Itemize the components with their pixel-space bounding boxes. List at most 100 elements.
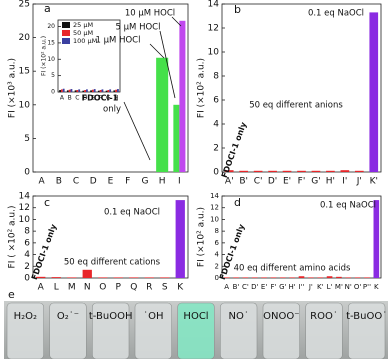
- plot-frame: [57, 19, 121, 93]
- bar: [51, 277, 61, 278]
- y-tick-label: 25: [19, 0, 30, 10]
- bar: [340, 170, 350, 172]
- x-tick-label: O: [99, 283, 106, 293]
- bar: [74, 90, 77, 92]
- x-tick-label: B': [239, 177, 248, 187]
- x-tick-label: G': [279, 283, 286, 291]
- bar: [270, 277, 277, 278]
- x-tick-label: O': [354, 283, 362, 291]
- x-tick-label: D': [268, 177, 277, 187]
- bar: [91, 89, 94, 92]
- y-tick-label: 8: [213, 72, 219, 82]
- x-tick-label: H: [114, 95, 119, 102]
- legend-swatch: [62, 22, 70, 28]
- sample-label: t-BuOO˙: [346, 311, 387, 322]
- vial: [177, 302, 215, 359]
- x-tick-label: N': [345, 283, 352, 291]
- bar: [68, 89, 71, 92]
- legend-label: 50 μM: [73, 29, 93, 37]
- bar: [117, 89, 119, 92]
- bar: [160, 277, 170, 278]
- sample-label: H₂O₂: [14, 311, 37, 322]
- annotation: 50 eq different cations: [64, 258, 161, 268]
- x-tick-label: Q: [130, 283, 137, 293]
- bar: [311, 170, 321, 172]
- legend-label: 100 μM: [73, 37, 97, 45]
- x-tick-label: L': [327, 283, 333, 291]
- y-axis-label: FI (×10³ a.u.): [8, 58, 18, 118]
- bar: [326, 170, 335, 172]
- x-tick-label: J': [308, 283, 313, 291]
- bar: [36, 276, 46, 278]
- x-tick-label: G: [141, 177, 148, 187]
- x-tick-label: B: [56, 177, 62, 187]
- y-tick-label: 12: [210, 204, 219, 212]
- y-tick-label: 5: [51, 72, 55, 79]
- vial: [305, 302, 343, 359]
- bar: [317, 277, 324, 278]
- x-tick-label: D: [90, 177, 97, 187]
- annotation: 0.1 eq NaOCl: [104, 208, 160, 218]
- legend-swatch: [62, 30, 70, 36]
- x-tick-label: D: [83, 95, 88, 102]
- y-tick-label: 4: [215, 251, 220, 259]
- x-tick-label: P'': [363, 283, 371, 291]
- y-tick-label: 20: [47, 23, 55, 30]
- x-tick-label: F': [270, 283, 276, 291]
- x-tick-label: F': [298, 177, 306, 187]
- bar: [156, 57, 169, 173]
- y-tick-label: 0: [24, 168, 30, 178]
- legend-swatch: [62, 38, 70, 44]
- x-tick-label: K: [177, 283, 184, 293]
- x-tick-label: I: [178, 177, 181, 187]
- y-axis-label: FI (×10² a.u.): [41, 36, 48, 76]
- bar: [93, 89, 96, 92]
- y-tick-label: 2: [213, 144, 219, 154]
- y-tick-label: 15: [47, 39, 55, 46]
- y-axis-label: FI ( ×10² a.u.): [8, 206, 18, 269]
- x-tick-label: E: [91, 95, 95, 102]
- x-tick-label: A: [224, 283, 229, 291]
- x-tick-label: S: [162, 283, 168, 293]
- x-tick-label: E': [261, 283, 267, 291]
- y-tick-label: 20: [19, 33, 31, 43]
- x-tick-label: R: [146, 283, 152, 293]
- bar: [251, 277, 258, 278]
- annotation: only: [103, 105, 121, 115]
- x-tick-label: H': [289, 283, 296, 291]
- annotation: 5 μM HOCl: [116, 23, 161, 33]
- x-tick-label: D': [251, 283, 258, 291]
- y-tick-label: 0: [213, 168, 219, 178]
- bar: [345, 277, 352, 278]
- plot-frame: [32, 195, 189, 279]
- vial: [6, 302, 44, 359]
- bar: [62, 88, 65, 92]
- bar: [76, 90, 79, 92]
- x-tick-label: K': [370, 177, 378, 187]
- y-tick-label: 6: [213, 96, 219, 106]
- bar: [224, 170, 234, 172]
- y-tick-label: 10: [47, 56, 55, 63]
- bar: [298, 276, 305, 278]
- bar: [109, 89, 112, 92]
- bar: [98, 277, 108, 278]
- y-tick-label: 2: [215, 262, 219, 270]
- sample-label: t-BuOOH: [89, 311, 133, 322]
- bar: [175, 200, 185, 278]
- x-tick-label: C: [73, 177, 79, 187]
- vial: [49, 302, 87, 359]
- plot-frame: [221, 3, 382, 173]
- bar: [308, 277, 314, 278]
- y-axis-label: FI (×10² a.u.): [197, 58, 207, 118]
- x-tick-label: K: [374, 283, 379, 291]
- bar: [105, 90, 108, 92]
- x-tick-label: C: [75, 95, 79, 102]
- x-tick-label: H: [159, 177, 166, 187]
- y-tick-label: 8: [24, 227, 30, 237]
- x-tick-label: B': [233, 283, 240, 291]
- annotation: 0.1 eq NaOCl: [308, 9, 364, 19]
- bar: [297, 170, 306, 172]
- annotation: 1 μM HOCl: [96, 36, 141, 46]
- bar: [279, 277, 286, 278]
- annotation: 40 eq different amino acids: [234, 264, 351, 274]
